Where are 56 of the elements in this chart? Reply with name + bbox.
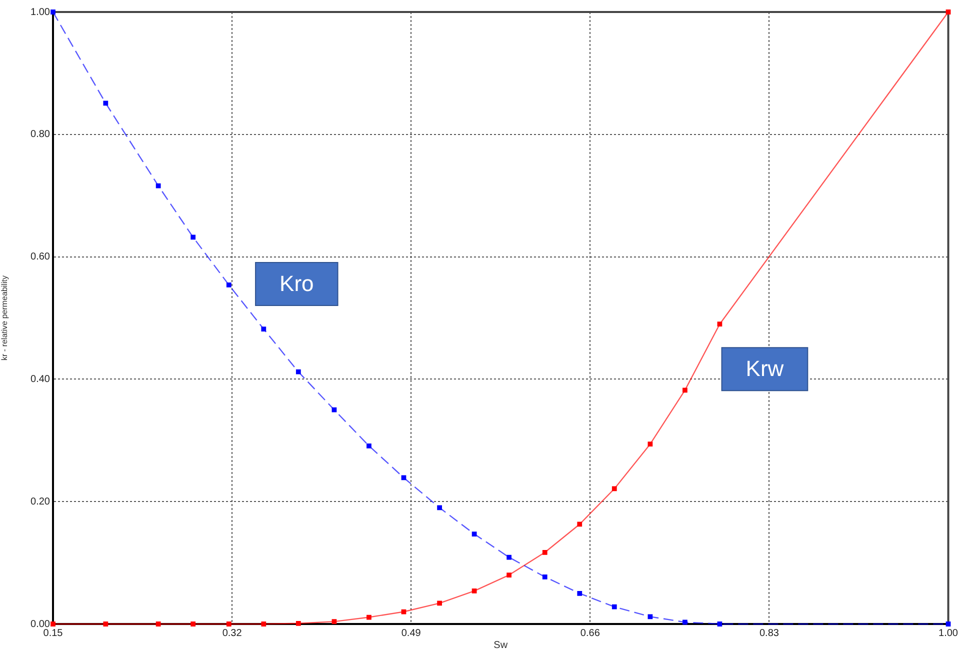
x-axis-title: Sw (494, 640, 508, 651)
point (226, 622, 232, 626)
x-tick-label: 0.83 (759, 628, 780, 639)
point (542, 550, 548, 555)
point (946, 10, 951, 14)
point (401, 609, 406, 614)
point (296, 620, 301, 626)
point (946, 622, 951, 626)
point (472, 588, 477, 594)
y-tick-label: 0.00 (30, 618, 50, 630)
point (682, 388, 688, 393)
x-tick-label: 1.00 (938, 628, 958, 639)
point (190, 622, 196, 626)
y-tick-label: 1.00 (30, 6, 50, 18)
point (261, 326, 266, 332)
point (261, 622, 266, 626)
x-tick-label: 0.15 (43, 628, 64, 639)
point (437, 505, 442, 510)
point (648, 614, 653, 620)
point (577, 522, 582, 527)
point (648, 442, 653, 447)
series-label: Krw (746, 356, 784, 382)
y-axis-title: kr - relative permeability (0, 276, 10, 360)
point (612, 486, 617, 492)
point (542, 574, 548, 580)
point (682, 620, 688, 625)
point (156, 183, 161, 188)
y-tick-label: 0.20 (30, 496, 50, 508)
x-tick-label: 0.49 (401, 628, 422, 639)
point (103, 622, 108, 626)
point (577, 590, 582, 596)
point (103, 100, 108, 106)
point (612, 604, 617, 610)
point (190, 234, 196, 240)
point (437, 600, 442, 606)
y-tick-label: 0.80 (30, 129, 50, 140)
point (401, 475, 406, 480)
point (156, 622, 161, 626)
point (332, 619, 337, 624)
point (472, 532, 477, 536)
y-tick-label: 0.40 (30, 374, 50, 385)
point (50, 10, 56, 14)
point (717, 322, 722, 327)
series-label: Kro (280, 271, 314, 296)
y-tick-label: 0.60 (30, 252, 50, 263)
point (366, 614, 372, 620)
point (296, 369, 301, 374)
point (717, 622, 722, 626)
point (506, 572, 512, 578)
x-tick-label: 0.66 (580, 628, 600, 639)
point (50, 622, 56, 626)
x-tick-label: 0.32 (222, 628, 242, 639)
point (226, 282, 232, 288)
point (332, 407, 337, 412)
point (366, 443, 372, 448)
point (506, 554, 512, 560)
